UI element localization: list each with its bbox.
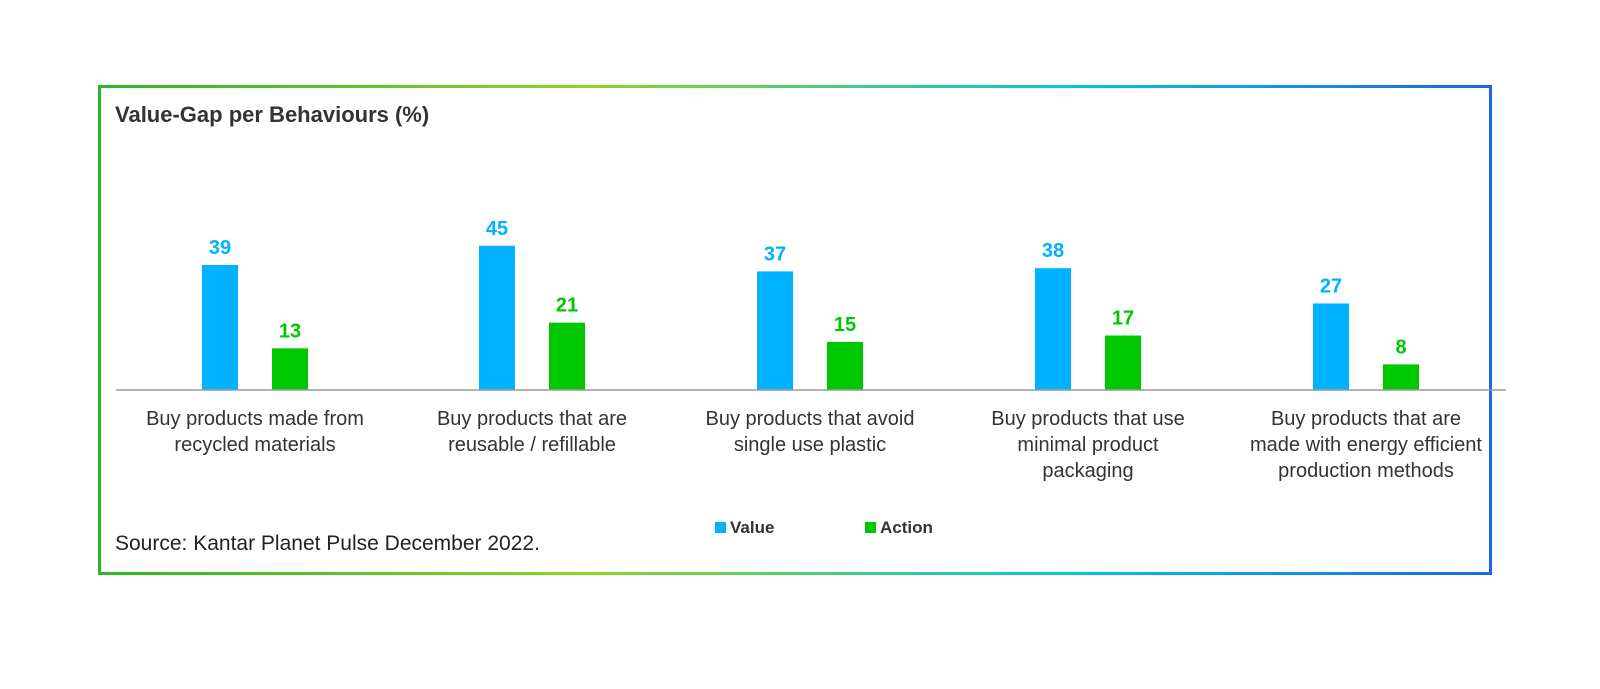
bar-action-4: [1105, 335, 1141, 390]
data-label-value-4: 38: [1042, 240, 1064, 262]
data-label-action-3: 15: [834, 314, 856, 336]
legend-label-action: Action: [880, 518, 933, 537]
category-label-4: Buy products that use minimal product pack…: [991, 408, 1184, 482]
category-label-1: Buy products made from recycled materials: [146, 408, 364, 456]
bar-value-2: [479, 245, 515, 390]
data-label-value-3: 37: [764, 243, 786, 265]
category-label-3: Buy products that avoid single use plasti…: [705, 408, 914, 456]
bar-value-4: [1035, 268, 1071, 390]
data-label-action-4: 17: [1112, 308, 1134, 330]
bar-value-1: [202, 265, 238, 390]
data-label-action-5: 8: [1395, 336, 1406, 358]
bar-action-2: [549, 322, 585, 390]
data-label-value-2: 45: [486, 218, 508, 240]
category-label-2: Buy products that are reusable / refillab…: [437, 408, 627, 456]
bar-value-3: [757, 271, 793, 390]
source-note: Source: Kantar Planet Pulse December 202…: [115, 532, 540, 555]
bar-action-5: [1383, 364, 1419, 390]
bar-value-5: [1313, 303, 1349, 390]
legend-swatch-action: [865, 522, 876, 533]
bar-action-1: [272, 348, 308, 390]
chart-frame: [98, 85, 1492, 575]
data-label-action-1: 13: [279, 320, 301, 342]
bar-action-3: [827, 341, 863, 390]
legend-swatch-value: [715, 522, 726, 533]
category-label-5: Buy products that are made with energy ef…: [1250, 408, 1482, 482]
data-label-action-2: 21: [556, 295, 578, 317]
chart-title: Value-Gap per Behaviours (%): [115, 102, 430, 127]
data-label-value-5: 27: [1320, 275, 1342, 297]
data-label-value-1: 39: [209, 237, 231, 259]
legend-label-value: Value: [730, 518, 774, 537]
